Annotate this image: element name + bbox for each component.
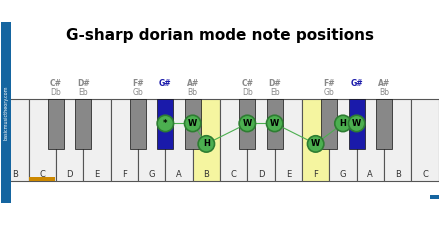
- Bar: [329, 99, 357, 181]
- Text: *: *: [163, 119, 168, 128]
- Bar: [302, 99, 329, 181]
- Bar: [29, 99, 56, 181]
- Text: B: B: [395, 170, 400, 179]
- Text: A: A: [176, 170, 182, 179]
- Circle shape: [184, 115, 201, 132]
- Bar: [1, 99, 29, 181]
- Text: G#: G#: [350, 79, 363, 88]
- Text: F#: F#: [323, 79, 335, 88]
- Bar: [247, 99, 275, 181]
- Text: Db: Db: [51, 88, 62, 97]
- Bar: [267, 99, 282, 149]
- Circle shape: [348, 115, 365, 132]
- Text: D#: D#: [268, 79, 281, 88]
- Bar: [138, 99, 165, 181]
- Text: C#: C#: [50, 79, 62, 88]
- Circle shape: [239, 115, 256, 132]
- Text: G: G: [340, 170, 346, 179]
- Text: Bb: Bb: [188, 88, 198, 97]
- Text: G#: G#: [159, 79, 172, 88]
- Circle shape: [198, 136, 215, 152]
- Bar: [75, 99, 91, 149]
- Text: D: D: [66, 170, 73, 179]
- Circle shape: [308, 136, 324, 152]
- Text: G: G: [148, 170, 155, 179]
- Bar: [29, 177, 55, 181]
- Text: A#: A#: [187, 79, 199, 88]
- Text: H: H: [340, 119, 346, 128]
- Text: C#: C#: [241, 79, 253, 88]
- Bar: [193, 99, 220, 181]
- Bar: [83, 99, 111, 181]
- Text: Bb: Bb: [379, 88, 389, 97]
- Text: F: F: [122, 170, 127, 179]
- Text: A#: A#: [378, 79, 390, 88]
- Bar: [437, 195, 440, 199]
- Text: Eb: Eb: [270, 88, 279, 97]
- Bar: [376, 99, 392, 149]
- Bar: [357, 99, 384, 181]
- Text: A: A: [367, 170, 373, 179]
- Text: D#: D#: [77, 79, 90, 88]
- Circle shape: [157, 115, 173, 132]
- Bar: [384, 99, 411, 181]
- Bar: [158, 99, 173, 149]
- Text: F#: F#: [132, 79, 144, 88]
- Text: C: C: [40, 170, 45, 179]
- Text: W: W: [311, 140, 320, 148]
- Text: C: C: [422, 170, 428, 179]
- Bar: [130, 99, 146, 149]
- Text: Db: Db: [242, 88, 253, 97]
- Text: F: F: [313, 170, 318, 179]
- Circle shape: [335, 115, 351, 132]
- Bar: [430, 195, 439, 199]
- Bar: [275, 99, 302, 181]
- Text: G-sharp dorian mode note positions: G-sharp dorian mode note positions: [66, 29, 374, 43]
- Text: B: B: [12, 170, 18, 179]
- Bar: [1, 22, 11, 203]
- Bar: [239, 99, 255, 149]
- Bar: [349, 99, 365, 149]
- Bar: [56, 99, 83, 181]
- Text: D: D: [258, 170, 264, 179]
- Text: W: W: [188, 119, 197, 128]
- Bar: [220, 99, 247, 181]
- Text: E: E: [95, 170, 99, 179]
- Circle shape: [267, 115, 283, 132]
- Text: basicmusictheory.com: basicmusictheory.com: [4, 85, 9, 140]
- Text: E: E: [286, 170, 291, 179]
- Text: C: C: [231, 170, 237, 179]
- Bar: [48, 99, 64, 149]
- Text: Eb: Eb: [79, 88, 88, 97]
- Bar: [411, 99, 439, 181]
- Text: Gb: Gb: [324, 88, 335, 97]
- Bar: [111, 99, 138, 181]
- Text: Gb: Gb: [132, 88, 143, 97]
- Text: W: W: [243, 119, 252, 128]
- Bar: [165, 99, 193, 181]
- Text: B: B: [203, 170, 209, 179]
- Bar: [321, 99, 337, 149]
- Bar: [185, 99, 201, 149]
- Text: W: W: [352, 119, 361, 128]
- Text: W: W: [270, 119, 279, 128]
- Text: H: H: [203, 140, 210, 148]
